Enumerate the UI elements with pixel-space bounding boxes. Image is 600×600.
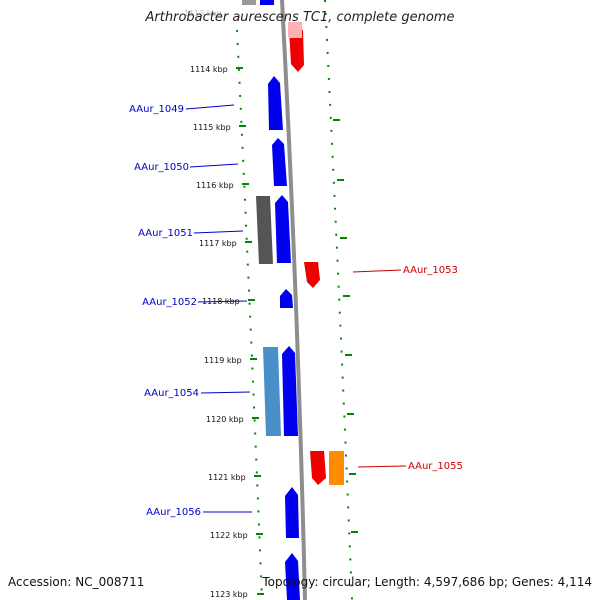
gene-bottom[interactable] (285, 553, 300, 600)
gene-aaur-1055[interactable] (329, 451, 344, 485)
gene-aaur-1053[interactable] (304, 262, 320, 288)
tick-label-1119: 1119 kbp (204, 356, 242, 365)
gene-reverse-top-fade (288, 22, 302, 38)
gene-top-gray (242, 0, 256, 5)
label-aaur-1054[interactable]: AAur_1054 (144, 388, 199, 399)
leader-1050 (189, 163, 239, 168)
topology-text: Topology: circular; Length: 4,597,686 bp… (262, 575, 592, 589)
map-title: Arthrobacter aurescens TC1, complete gen… (145, 10, 455, 25)
gene-aaur-1055-red[interactable] (310, 451, 326, 485)
tick-label-1120: 1120 kbp (206, 415, 244, 424)
gene-aaur-1056[interactable] (285, 487, 299, 538)
label-aaur-1051[interactable]: AAur_1051 (138, 228, 193, 239)
gene-aaur-1050[interactable] (272, 138, 287, 186)
gene-aaur-1052[interactable] (280, 289, 293, 308)
label-aaur-1050[interactable]: AAur_1050 (134, 162, 189, 173)
leader-1054 (200, 391, 251, 394)
gene-aaur-1054-light (263, 347, 281, 436)
label-aaur-1049[interactable]: AAur_1049 (129, 104, 184, 115)
gene-labels: AAur_1049 AAur_1050 AAur_1051 AAur_1052 … (129, 104, 463, 518)
leader-1052 (197, 300, 248, 303)
tick-label-1123: 1123 kbp (210, 590, 248, 599)
leader-1053 (352, 269, 402, 273)
gene-aaur-1051-gray (256, 196, 273, 264)
gene-top-blue (260, 0, 274, 5)
tick-label-1116: 1116 kbp (196, 181, 234, 190)
left-tick-ring (236, 29, 263, 600)
leader-1051 (193, 230, 244, 234)
right-tick-ring (324, 0, 353, 600)
gene-aaur-1049[interactable] (268, 76, 283, 130)
label-aaur-1052[interactable]: AAur_1052 (142, 297, 197, 308)
accession-text: Accession: NC_008711 (8, 575, 145, 589)
genome-backbone (280, 0, 307, 600)
gene-aaur-1054[interactable] (282, 346, 298, 436)
label-aaur-1055[interactable]: AAur_1055 (408, 461, 463, 472)
label-aaur-1053[interactable]: AAur_1053 (403, 265, 458, 276)
label-aaur-1056[interactable]: AAur_1056 (146, 507, 201, 518)
tick-label-1114: 1114 kbp (190, 65, 228, 74)
gene-aaur-1051[interactable] (275, 195, 291, 263)
gene-features (242, 0, 344, 600)
tick-label-1122: 1122 kbp (210, 531, 248, 540)
kbp-ticks: 1113 kbp 1114 kbp 1115 kbp 1116 kbp 1117… (184, 9, 358, 599)
leader-1049 (185, 104, 235, 110)
label-leaders (185, 104, 407, 513)
tick-label-1113: 1113 kbp (184, 9, 222, 18)
tick-label-1121: 1121 kbp (208, 473, 246, 482)
leader-1055 (357, 465, 407, 468)
tick-label-1115: 1115 kbp (193, 123, 231, 132)
tick-label-1117: 1117 kbp (199, 239, 237, 248)
gene-reverse-top[interactable] (289, 30, 304, 72)
